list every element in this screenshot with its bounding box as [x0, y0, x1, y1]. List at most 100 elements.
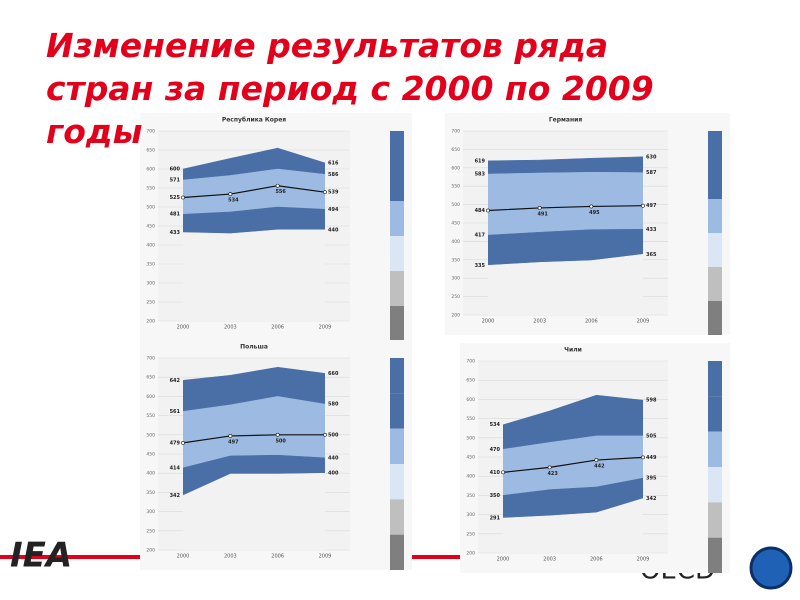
y-tick-label: 550	[146, 186, 155, 192]
y-tick-label: 500	[466, 435, 475, 441]
y-tick-label: 200	[146, 319, 155, 325]
level-strip	[390, 236, 404, 271]
data-label: 350	[490, 493, 501, 499]
data-label: 619	[475, 158, 486, 164]
level-strip	[390, 358, 404, 394]
y-tick-label: 400	[466, 474, 475, 480]
mean-point	[181, 440, 185, 445]
x-tick-label: 2003	[224, 325, 237, 331]
logo-text: IEA	[10, 536, 72, 576]
band-area	[183, 229, 325, 321]
data-label: 495	[589, 210, 600, 216]
data-label: 497	[228, 439, 239, 445]
mean-point	[181, 195, 185, 200]
mean-point	[537, 206, 542, 210]
x-tick-label: 2009	[319, 554, 332, 560]
x-tick-label: 2006	[585, 319, 598, 325]
chart-panel: Чили 200 250 300 350 400 450 500 550 600 650 700 200…	[460, 343, 730, 573]
y-tick-label: 600	[146, 167, 155, 173]
data-label: 395	[646, 476, 657, 482]
data-label: 616	[328, 160, 339, 166]
data-label: 534	[490, 422, 501, 428]
slide-title: Изменение результатов ряда стран за пери…	[46, 26, 654, 151]
y-tick-label: 350	[146, 262, 155, 268]
data-label: 433	[646, 227, 657, 233]
data-label: 534	[228, 198, 239, 204]
mean-point	[323, 432, 327, 437]
data-label: 342	[170, 493, 181, 499]
series-line	[182, 168, 326, 181]
y-tick-label: 300	[146, 281, 155, 287]
series-line	[182, 396, 326, 412]
mean-point	[228, 192, 233, 196]
level-strip	[390, 306, 404, 341]
level-strip	[390, 201, 404, 236]
mean-point	[275, 432, 280, 437]
series-line	[487, 254, 644, 266]
y-tick-label: 450	[146, 452, 155, 458]
data-label: 500	[328, 432, 339, 438]
y-tick-label: 500	[146, 432, 155, 438]
chart-panel: Республика Корея 200 250 300 350 400 450 500 550…	[140, 113, 412, 341]
level-strip	[708, 165, 722, 199]
band-area	[183, 473, 325, 550]
level-strip	[390, 534, 404, 570]
chart-title: Польша	[240, 344, 268, 351]
data-label: 600	[170, 167, 181, 173]
y-tick-label: 300	[451, 276, 460, 282]
series-line	[502, 477, 644, 496]
level-strip	[390, 271, 404, 306]
y-tick-label: 400	[146, 471, 155, 477]
mean-point	[275, 183, 280, 188]
series-line	[182, 366, 326, 381]
level-strip	[708, 199, 722, 233]
data-label: 484	[475, 208, 486, 214]
data-label: 442	[594, 464, 605, 470]
series-line	[487, 156, 644, 162]
data-label: 481	[170, 212, 181, 218]
x-tick-label: 2003	[224, 554, 237, 560]
series-line	[502, 456, 644, 473]
y-tick-label: 700	[451, 129, 460, 135]
data-label: 491	[537, 211, 548, 217]
y-tick-label: 200	[146, 548, 155, 554]
chart-title: Чили	[564, 347, 582, 354]
data-label: 423	[547, 471, 558, 477]
data-label: 440	[328, 227, 339, 233]
mean-point	[547, 465, 552, 470]
level-strip	[390, 499, 404, 535]
x-tick-label: 2006	[271, 325, 284, 331]
data-label: 642	[170, 378, 181, 384]
data-label: 587	[646, 170, 657, 176]
y-tick-label: 200	[451, 313, 460, 319]
data-label: 539	[328, 190, 339, 196]
y-tick-label: 250	[146, 528, 155, 534]
series-line	[487, 229, 644, 236]
data-label: 440	[328, 455, 339, 461]
x-tick-label: 2003	[543, 557, 556, 563]
data-label: 586	[328, 172, 339, 178]
data-label: 583	[475, 172, 486, 178]
y-tick-label: 200	[466, 551, 475, 557]
x-tick-label: 2009	[637, 557, 650, 563]
x-tick-label: 2009	[637, 319, 650, 325]
x-tick-label: 2000	[497, 557, 510, 563]
mean-point	[641, 203, 645, 208]
level-strip	[708, 301, 722, 335]
data-label: 660	[328, 371, 339, 377]
data-label: 479	[170, 440, 181, 446]
series-line	[487, 171, 644, 175]
data-label: 556	[275, 189, 286, 195]
data-label: 417	[475, 233, 486, 239]
data-label: 433	[170, 230, 181, 236]
x-tick-label: 2009	[319, 325, 332, 331]
y-tick-label: 600	[466, 397, 475, 403]
level-strip	[390, 393, 404, 429]
mean-point	[594, 458, 599, 462]
series-line	[182, 185, 326, 199]
logo-circle	[749, 546, 793, 590]
data-label: 400	[328, 471, 339, 477]
y-tick-label: 600	[451, 165, 460, 171]
x-tick-label: 2000	[177, 554, 190, 560]
data-label: 335	[475, 263, 486, 269]
